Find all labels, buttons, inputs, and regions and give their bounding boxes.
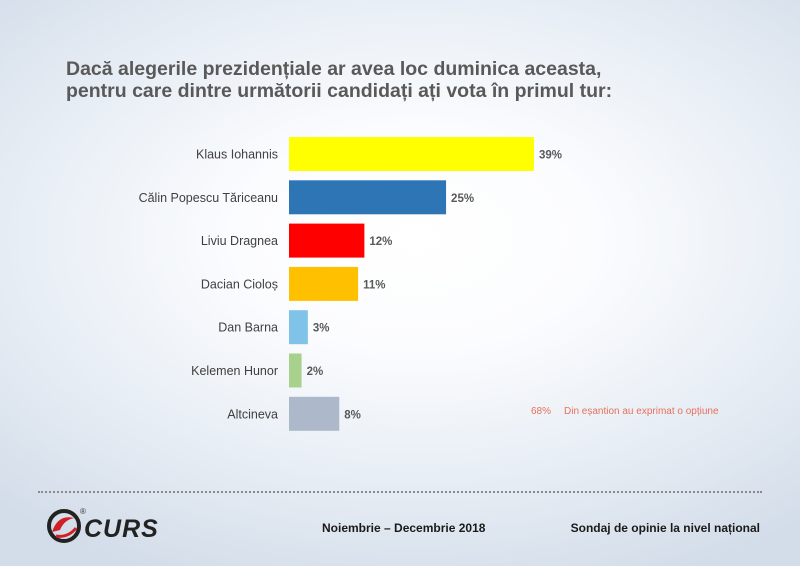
response-rate-value: 68% (531, 406, 552, 417)
value-label-klaus-iohannis: 39% (539, 150, 562, 162)
bar-liviu-dragnea (289, 223, 365, 258)
bar-calin-popescu-tariceanu (289, 180, 447, 215)
survey-description: Sondaj de opinie la nivel național (570, 521, 760, 535)
bar-dan-barna (289, 310, 308, 345)
brand-name: CURS (84, 515, 159, 543)
value-label-calin-popescu-tariceanu: 25% (451, 193, 474, 205)
value-label-liviu-dragnea: 12% (369, 236, 392, 248)
registered-mark: ® (80, 507, 86, 516)
value-label-kelemen-hunor: 2% (307, 366, 324, 378)
category-label-liviu-dragnea: Liviu Dragnea (201, 234, 278, 248)
chart-title: Dacă alegerile prezidențiale ar avea loc… (66, 58, 706, 102)
category-label-kelemen-hunor: Kelemen Hunor (191, 364, 278, 378)
survey-period: Noiembrie – Decembrie 2018 (322, 521, 486, 535)
bar-dacian-ciolos (289, 266, 359, 301)
footer-divider (38, 491, 762, 493)
chart-title-line-2: pentru care dintre următorii candidați a… (66, 80, 613, 102)
category-label-altcineva: Altcineva (227, 407, 278, 421)
category-label-dacian-ciolos: Dacian Cioloș (201, 277, 278, 291)
category-label-dan-barna: Dan Barna (218, 321, 278, 335)
category-label-klaus-iohannis: Klaus Iohannis (196, 148, 278, 162)
category-label-calin-popescu-tariceanu: Călin Popescu Tăriceanu (139, 191, 278, 205)
value-label-dan-barna: 3% (313, 323, 330, 335)
value-label-dacian-ciolos: 11% (363, 279, 385, 291)
bar-klaus-iohannis (289, 137, 534, 171)
value-label-altcineva: 8% (344, 409, 361, 421)
bar-kelemen-hunor (289, 353, 302, 388)
bar-altcineva (289, 396, 340, 431)
chart-title-line-1: Dacă alegerile prezidențiale ar avea loc… (66, 58, 602, 80)
response-rate-note: Din eșantion au exprimat o opțiune (564, 406, 719, 417)
curs-logo-icon (47, 509, 81, 543)
